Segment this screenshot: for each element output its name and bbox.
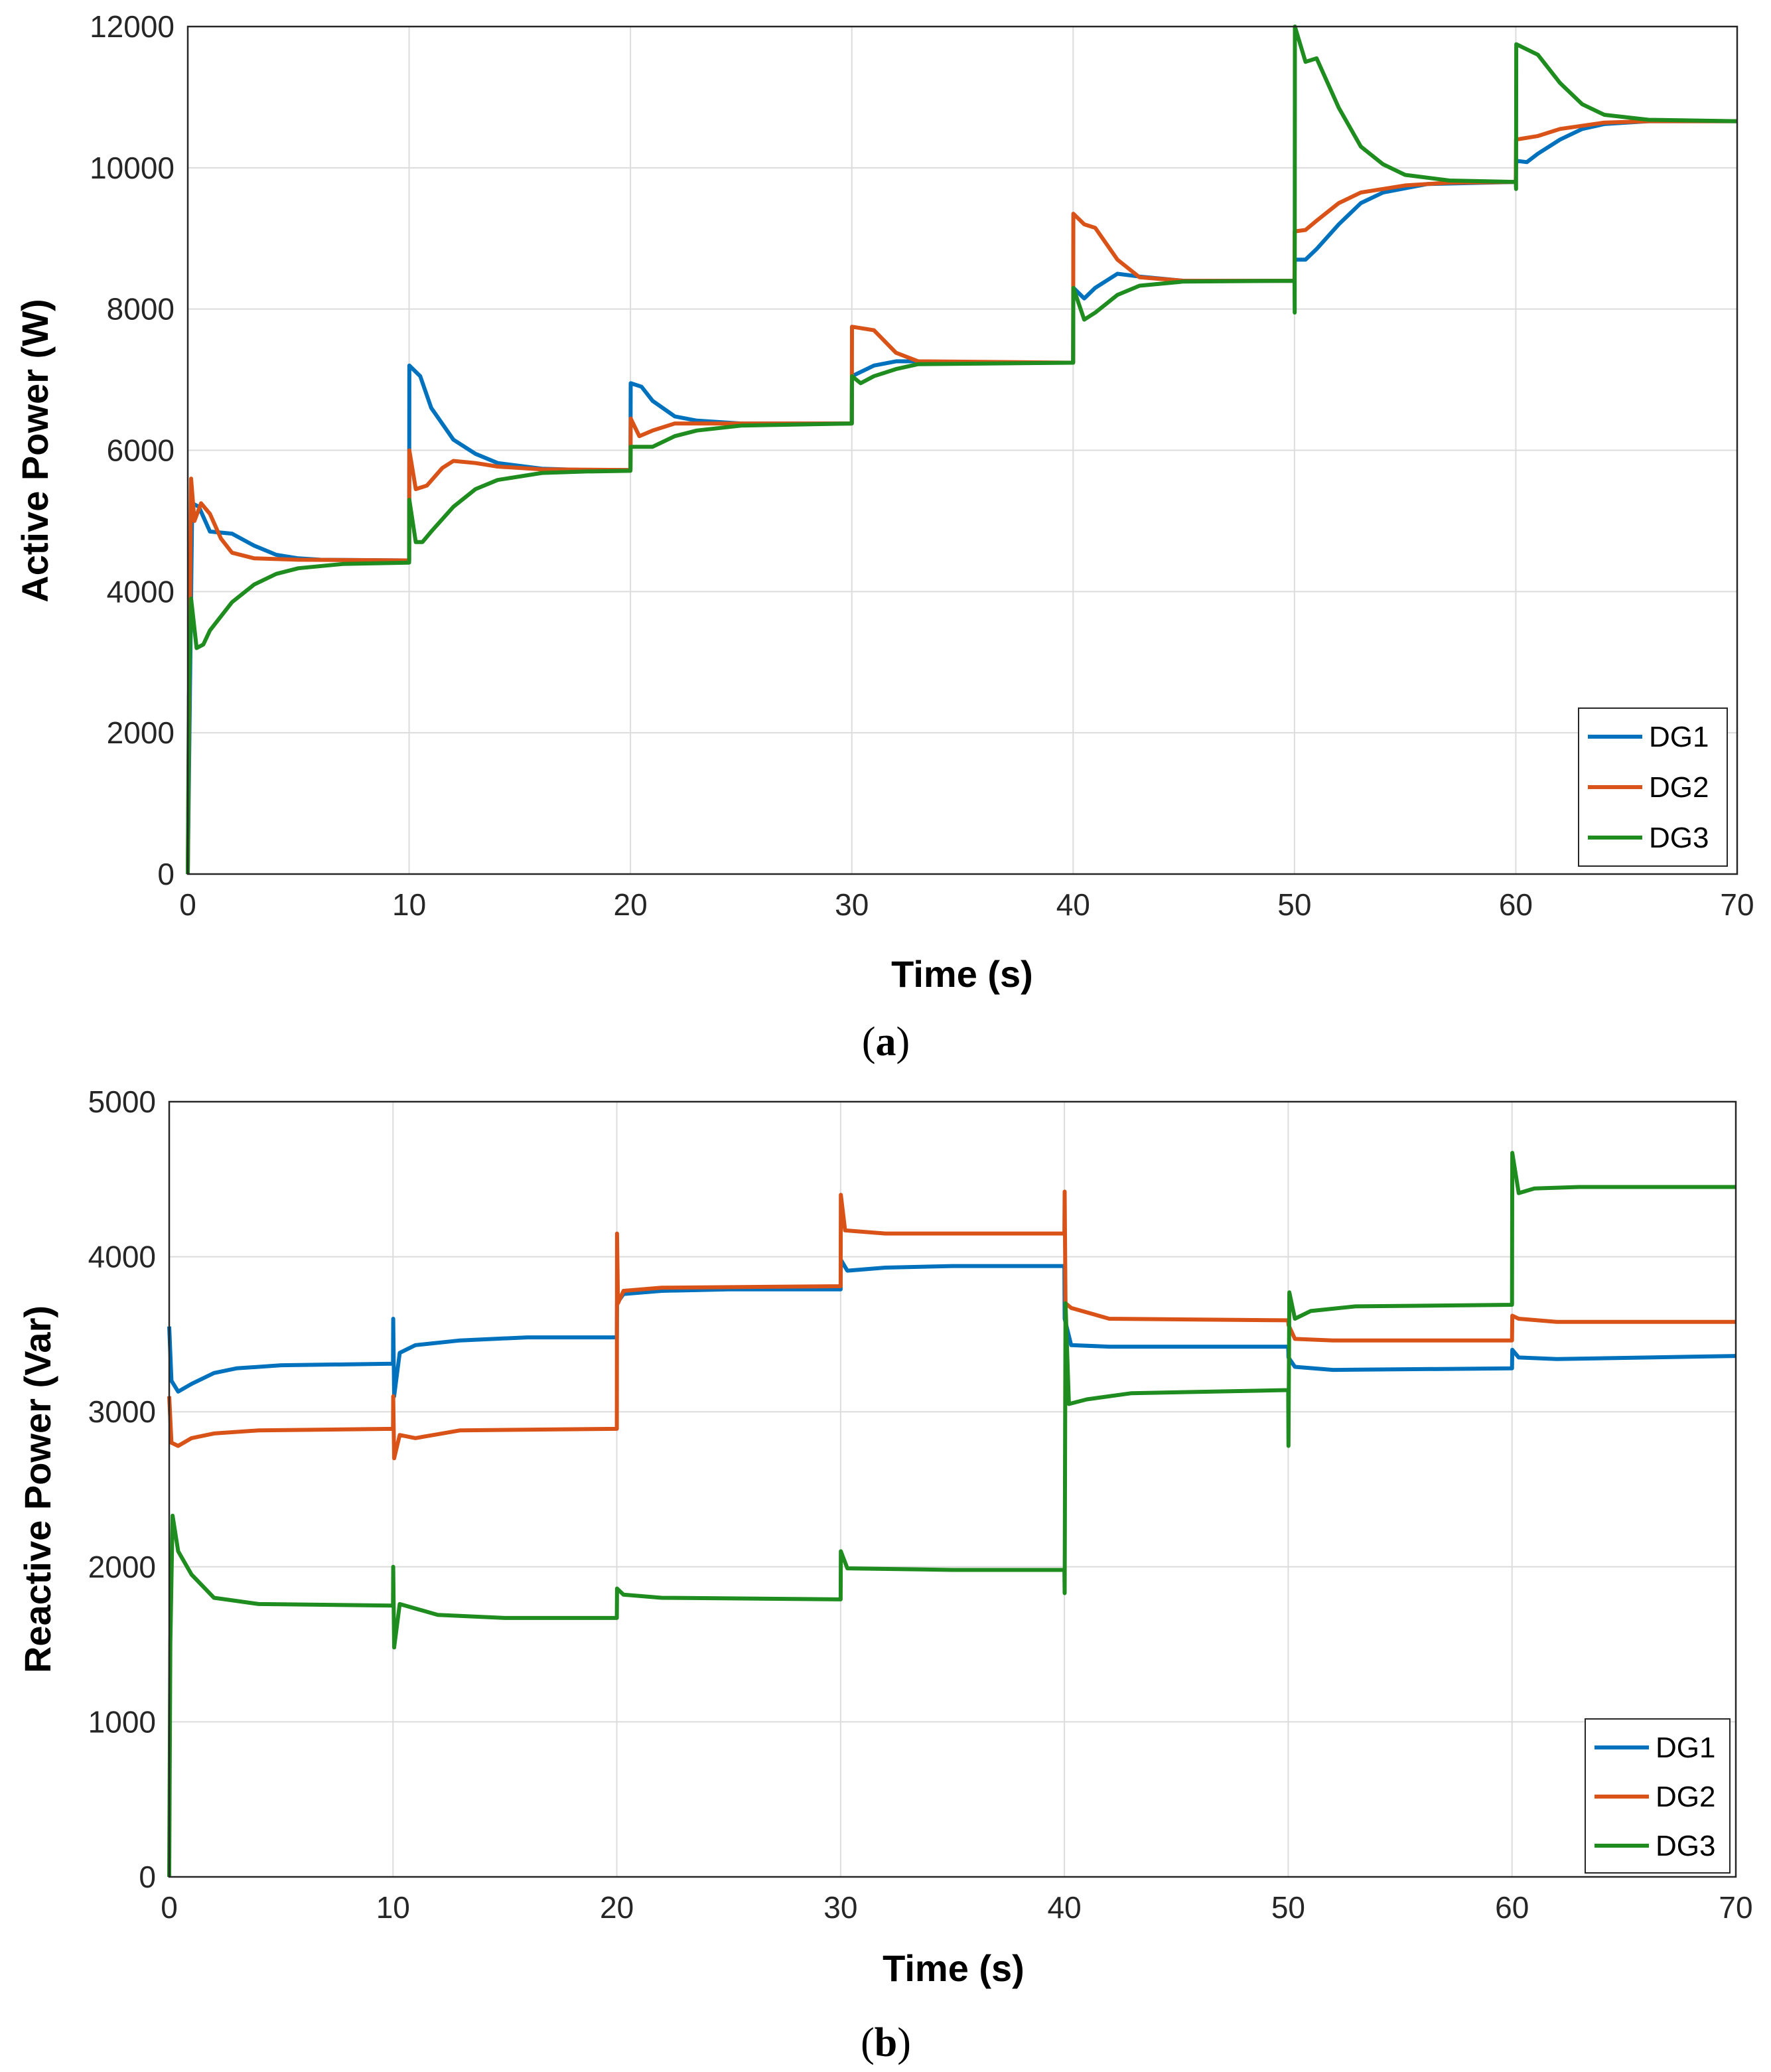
x-tick-label: 70	[1719, 1890, 1752, 1925]
x-tick-label: 40	[1056, 887, 1090, 922]
y-tick-label: 10000	[90, 151, 175, 185]
y-tick-labels-a: 0 2000 4000 6000 8000 10000 12000	[90, 9, 175, 891]
legend-label-dg2: DG2	[1649, 771, 1709, 804]
series-line-dg1-b	[167, 1258, 1736, 1398]
x-tick-label: 30	[823, 1890, 857, 1925]
x-tick-label: 20	[614, 887, 648, 922]
series-line-dg3-a	[186, 25, 1738, 875]
x-tick-label: 50	[1277, 887, 1311, 922]
y-tick-labels-b: 0 1000 2000 3000 4000 5000	[88, 1084, 156, 1894]
x-axis-label-a: Time (s)	[891, 953, 1033, 995]
y-tick-label: 2000	[88, 1550, 156, 1584]
series-line-dg2-b	[167, 1189, 1736, 1461]
plot-frame-a	[186, 25, 1738, 875]
y-tick-label: 5000	[88, 1084, 156, 1119]
x-tick-label: 30	[835, 887, 869, 922]
y-tick-label: 8000	[107, 292, 175, 327]
chart-panel-b: 0 10 20 30 40 50 60 70 0 1000 2000 3000 4000 5000 Ti…	[17, 1084, 1753, 2065]
legend-label-dg2: DG2	[1656, 1781, 1715, 1813]
y-tick-label: 0	[157, 857, 175, 891]
x-tick-label: 10	[392, 887, 426, 922]
x-tick-label: 50	[1271, 1890, 1305, 1925]
y-tick-label: 3000	[88, 1394, 156, 1429]
y-axis-label-b: Reactive Power (Var)	[17, 1305, 58, 1673]
y-tick-label: 4000	[88, 1240, 156, 1274]
legend-label-dg1: DG1	[1656, 1732, 1715, 1764]
x-tick-label: 0	[179, 887, 196, 922]
chart-panel-a: 0 10 20 30 40 50 60 70 0 2000 4000 6000 8000 10000 12…	[14, 9, 1754, 1065]
y-tick-label: 12000	[90, 9, 175, 44]
legend-label-dg1: DG1	[1649, 721, 1709, 753]
series-line-dg3-b	[167, 1151, 1736, 1878]
x-tick-label: 20	[600, 1890, 634, 1925]
y-tick-label: 0	[139, 1860, 156, 1894]
legend-label-dg3: DG3	[1649, 822, 1709, 854]
x-tick-label: 70	[1720, 887, 1754, 922]
series-a	[186, 25, 1738, 875]
series-b	[167, 1151, 1736, 1878]
x-tick-label: 60	[1499, 887, 1533, 922]
caption-b: (b)	[861, 2020, 911, 2065]
legend-a: DG1 DG2 DG3	[1578, 707, 1728, 867]
plot-frame-b	[168, 1100, 1737, 1878]
caption-a: (a)	[862, 1019, 910, 1065]
y-tick-label: 2000	[107, 715, 175, 750]
legend-b: DG1 DG2 DG3	[1585, 1718, 1731, 1874]
x-tick-labels-b: 0 10 20 30 40 50 60 70	[161, 1890, 1752, 1925]
y-tick-label: 4000	[107, 574, 175, 609]
x-tick-label: 0	[161, 1890, 178, 1925]
x-tick-labels-a: 0 10 20 30 40 50 60 70	[179, 887, 1754, 922]
legend-label-dg3: DG3	[1656, 1830, 1715, 1862]
x-tick-label: 60	[1495, 1890, 1529, 1925]
y-tick-label: 1000	[88, 1704, 156, 1739]
x-axis-label-b: Time (s)	[883, 1947, 1025, 1989]
x-tick-label: 10	[376, 1890, 410, 1925]
y-tick-label: 6000	[107, 433, 175, 468]
x-tick-label: 40	[1048, 1890, 1082, 1925]
y-axis-label-a: Active Power (W)	[14, 299, 56, 602]
